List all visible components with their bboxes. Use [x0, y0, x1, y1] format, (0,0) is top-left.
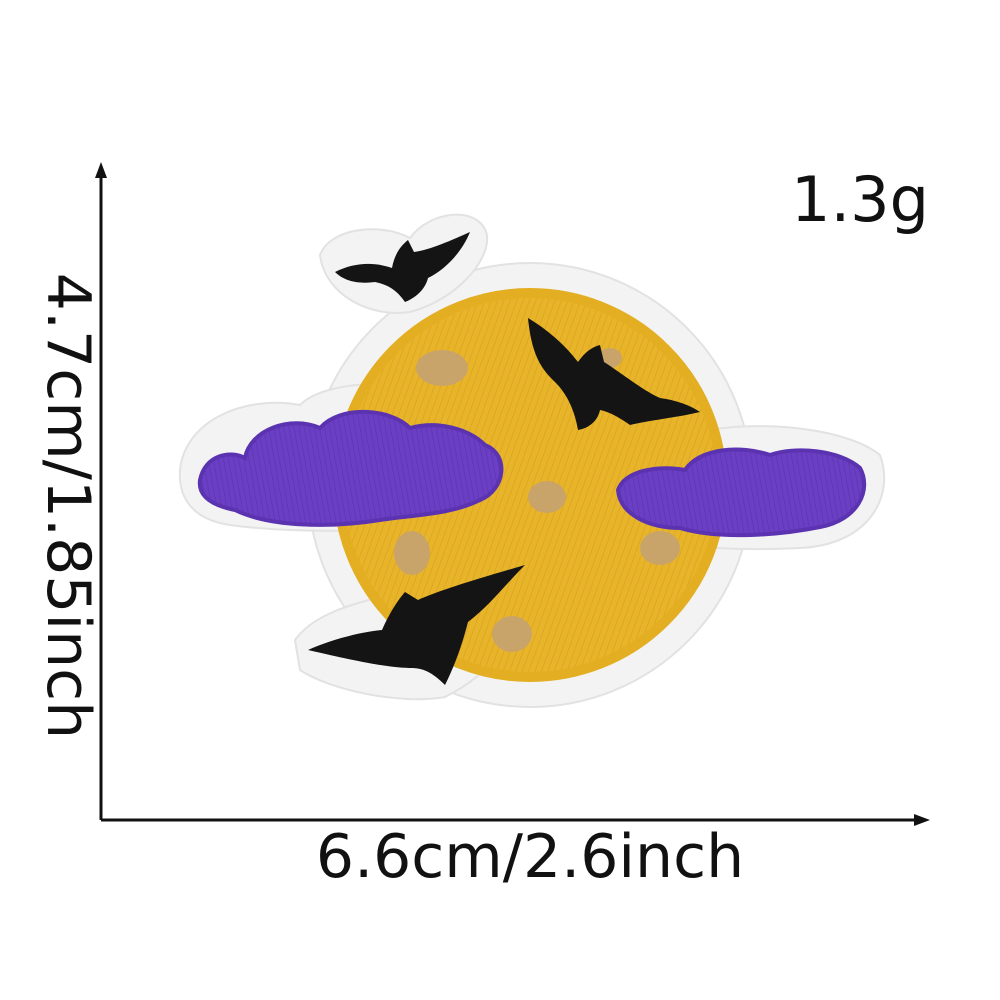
moon-craters	[394, 348, 680, 652]
left-cloud	[197, 409, 504, 527]
halloween-moon-patch	[178, 213, 886, 708]
weight-label: 1.3g	[791, 163, 929, 236]
up-arrow-icon	[95, 162, 107, 178]
right-cloud	[615, 447, 867, 538]
dimension-axes	[95, 162, 930, 826]
bat-bottom	[308, 565, 525, 685]
right-arrow-icon	[914, 814, 930, 826]
width-dimension-label: 6.6cm/2.6inch	[315, 822, 745, 892]
bat-top-left	[335, 232, 470, 302]
height-dimension-label: 4.7cm/1.85inch	[33, 272, 103, 740]
bat-moon-top	[528, 318, 700, 430]
